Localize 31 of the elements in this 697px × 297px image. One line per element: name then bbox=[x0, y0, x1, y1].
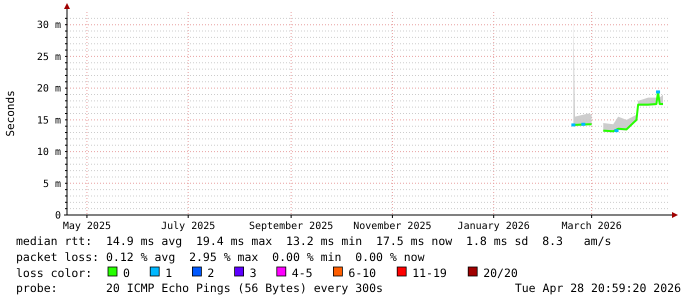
point bbox=[656, 90, 660, 94]
y-axis-title: Seconds bbox=[4, 90, 17, 137]
legend-label: 0 bbox=[123, 266, 130, 280]
x-tick-label: July 2025 bbox=[161, 221, 216, 232]
text: median rtt: 14.9 ms avg 19.4 ms max 13.2 ms min 17.5 ms now 1.8 ms sd 8.3 am/s bbox=[16, 234, 612, 248]
y-tick-label: 5 m bbox=[42, 178, 61, 190]
point bbox=[571, 123, 576, 126]
x-tick-label: September 2025 bbox=[248, 221, 334, 232]
point bbox=[614, 129, 619, 132]
y-tick-label: 20 m bbox=[36, 84, 61, 95]
legend-label: 20/20 bbox=[483, 266, 518, 280]
text: packet loss: 0.12 % avg 2.95 % max 0.00 % min 0.00 % now bbox=[16, 250, 425, 264]
text: probe: 20 ICMP Echo Pings (56 Bytes) every 300s bbox=[16, 281, 383, 295]
y-tick-label: 15 m bbox=[36, 115, 61, 126]
point bbox=[581, 122, 586, 126]
legend-title: loss color: bbox=[16, 266, 92, 280]
y-tick-label: 25 m bbox=[36, 52, 61, 63]
x-tick-label: May 2025 bbox=[62, 221, 112, 232]
x-tick-label: January 2026 bbox=[458, 221, 530, 232]
y-tick-label: 0 bbox=[54, 210, 61, 222]
y-tick-label: 10 m bbox=[36, 147, 61, 158]
legend-label: 1 bbox=[165, 266, 172, 280]
x-tick-label: November 2025 bbox=[353, 221, 432, 232]
text: Tue Apr 28 20:59:20 2026 bbox=[514, 281, 682, 295]
y-tick-label: 30 m bbox=[36, 20, 61, 32]
legend-label: 3 bbox=[250, 266, 257, 280]
legend-label: 11-19 bbox=[412, 266, 447, 280]
legend-label: 2 bbox=[207, 266, 214, 280]
legend-label: 6-10 bbox=[348, 266, 376, 280]
legend-label: 4-5 bbox=[292, 266, 313, 280]
x-tick-label: March 2026 bbox=[562, 221, 622, 232]
